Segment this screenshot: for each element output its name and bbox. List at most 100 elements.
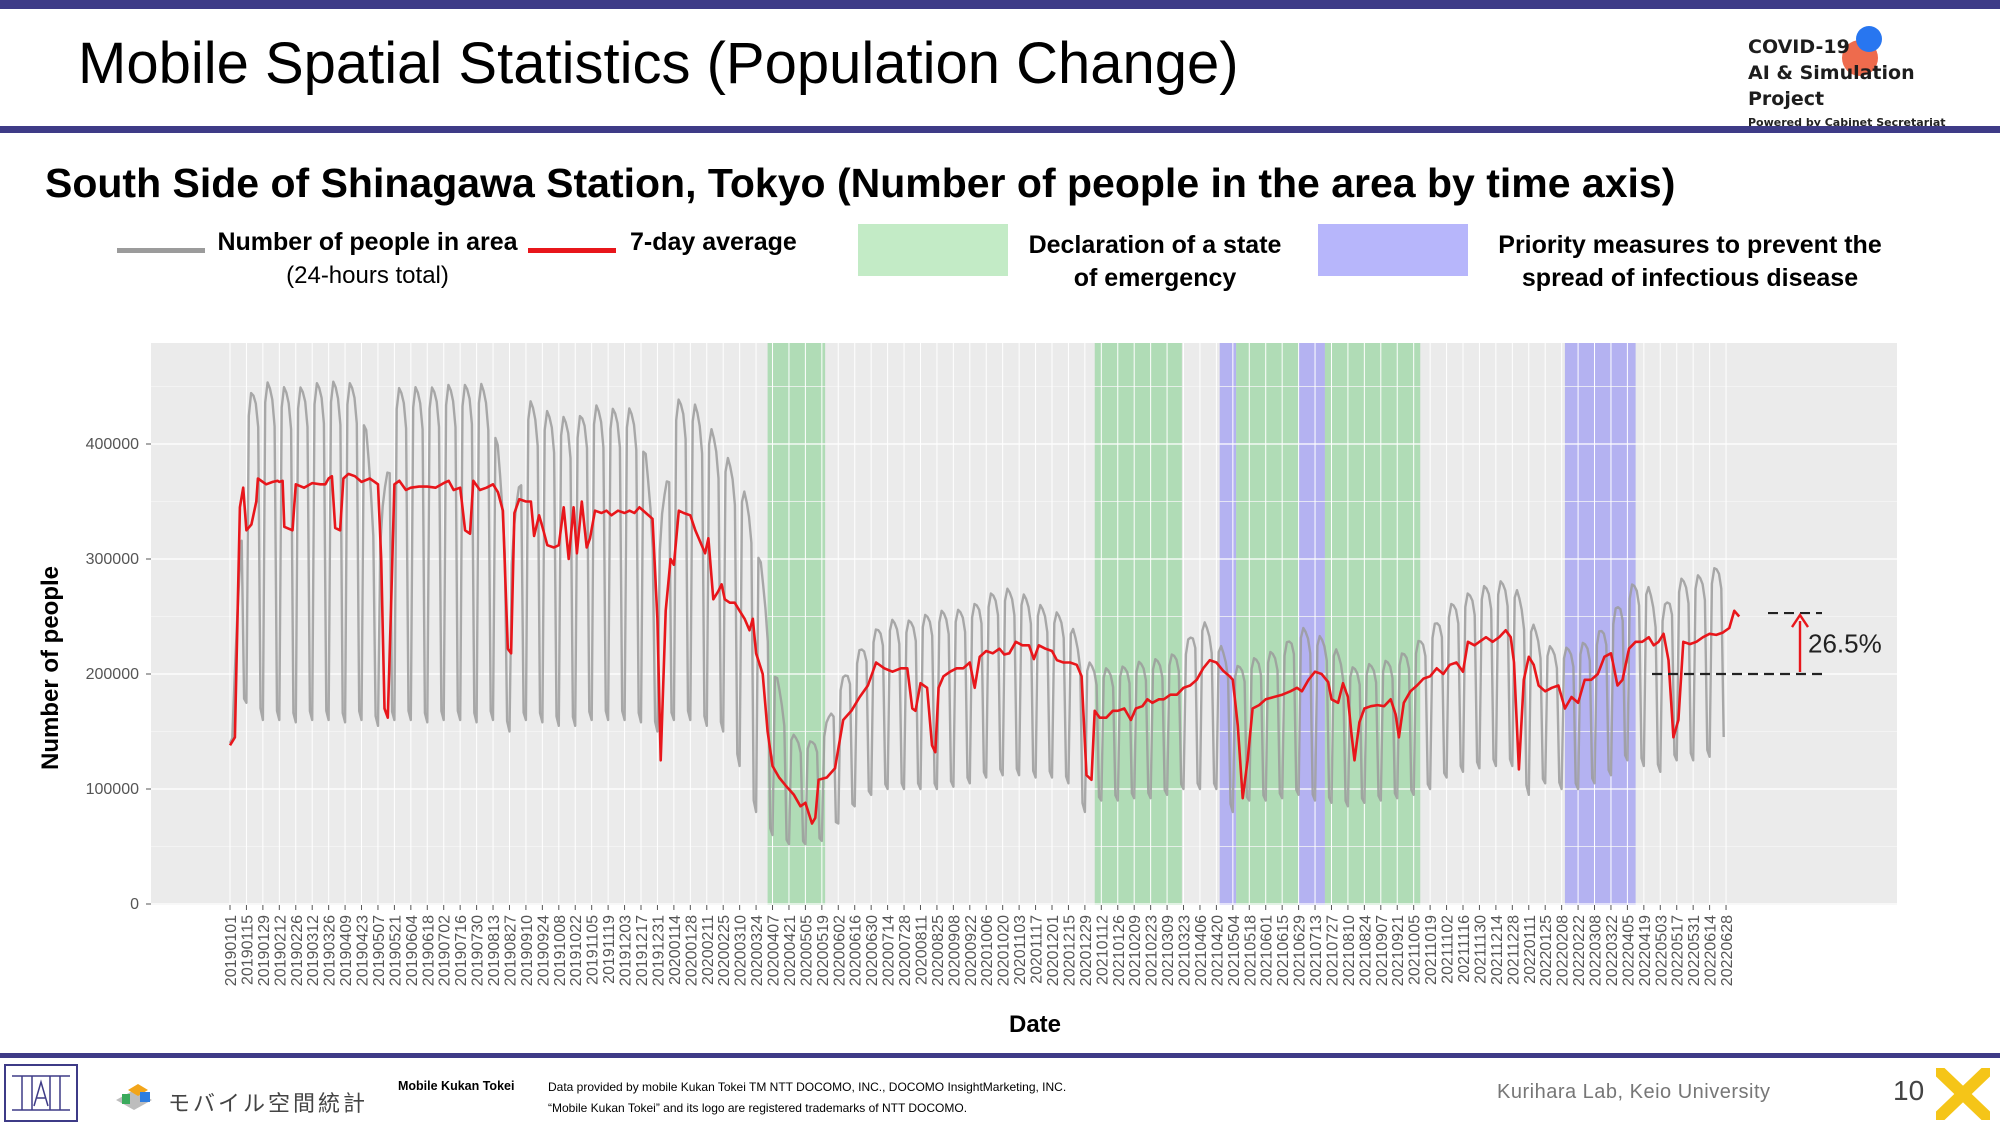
x-tick-label: 20190827 [502, 915, 519, 986]
legend-daily-text: Number of people in area [217, 228, 518, 256]
covid-project-logo: COVID-19 AI & Simulation Project Powered… [1748, 26, 1988, 129]
x-tick-label: 20210406 [1193, 915, 1210, 986]
x-tick-label: 20190618 [420, 915, 437, 986]
header-divider [0, 126, 2000, 133]
x-tick-label: 20220419 [1637, 915, 1654, 986]
x-tick-label: 20200310 [733, 915, 750, 986]
annotation-arrow-head [1791, 612, 1809, 628]
logo-line3: Powered by Cabinet Secretariat [1748, 116, 1946, 129]
x-tick-label: 20201215 [1061, 915, 1078, 986]
x-tick-label: 20210810 [1341, 915, 1358, 986]
x-tick-label: 20220628 [1719, 915, 1736, 986]
x-tick-label: 20190702 [437, 915, 454, 986]
x-tick-label: 20191203 [618, 915, 635, 986]
annotation: 26.5% [1652, 611, 1882, 676]
x-tick-label: 20200407 [766, 915, 783, 986]
x-tick-label: 20190326 [322, 915, 339, 986]
legend-priority-swatch [1318, 224, 1468, 276]
population-chart: 0 100000 200000 300000 400000 20190101 2019011… [37, 343, 1897, 1038]
x-tick-label: 20201201 [1045, 915, 1062, 986]
x-tick-label: 20220222 [1571, 915, 1588, 986]
daily-line [228, 380, 1725, 846]
x-tick-label: 20190716 [453, 915, 470, 986]
chart-subtitle: South Side of Shinagawa Station, Tokyo (… [45, 160, 1676, 206]
x-tick-label: 20190423 [355, 915, 372, 986]
axes: 0 100000 200000 300000 400000 20190101 2019011… [86, 436, 1736, 986]
x-tick-label: 20200616 [848, 915, 865, 986]
x-tick-label: 20210112 [1094, 915, 1111, 985]
page-number: 10 [1893, 1075, 1925, 1106]
x-tick-label: 20190212 [272, 915, 289, 986]
avg-series [228, 472, 1741, 825]
footer-brand: Mobile Kukan Tokei [398, 1079, 515, 1093]
legend-daily-label: Number of people in area (24-hours total… [205, 226, 530, 292]
x-tick-label: 20200324 [749, 915, 766, 986]
x-tick-label: 20190604 [404, 915, 421, 986]
x-tick-label: 20220405 [1620, 915, 1637, 986]
cube-logo-icon [116, 1084, 152, 1110]
daily-series [228, 380, 1725, 846]
y-tick-label: 200000 [86, 666, 139, 683]
legend-emergency-line1: Declaration of a state [1028, 231, 1282, 259]
x-tick-label: 20190924 [535, 915, 552, 986]
y-tick-label: 400000 [86, 436, 139, 453]
x-tick-label: 20190312 [305, 915, 322, 986]
x-tick-label: 20210504 [1226, 915, 1243, 986]
y-tick-label: 0 [130, 896, 139, 913]
x-tick-label: 20220125 [1538, 915, 1555, 986]
x-tick-label: 20210727 [1324, 915, 1341, 986]
x-tick-label: 20220614 [1703, 915, 1720, 986]
x-tick-label: 20190115 [239, 915, 256, 985]
y-tick-label: 300000 [86, 551, 139, 568]
x-tick-label: 20200211 [700, 915, 717, 985]
x-tick-label: 20220322 [1604, 915, 1621, 986]
x-tick-label: 20210223 [1144, 915, 1161, 986]
footer-lab: Kurihara Lab, Keio University [1497, 1081, 1771, 1103]
logo-jp-text: モバイル空間統計 [168, 1092, 369, 1117]
x-tick-label: 20200714 [881, 915, 898, 986]
x-tick-label: 20220111 [1522, 915, 1539, 984]
legend-emergency-label: Declaration of a state of emergency [1010, 229, 1300, 295]
x-tick-label: 20190521 [387, 915, 404, 986]
x-tick-label: 20210209 [1127, 915, 1144, 986]
legend-priority-line1: Priority measures to prevent the [1498, 231, 1882, 259]
x-tick-label: 20190730 [470, 915, 487, 986]
x-tick-label: 20191119 [601, 915, 618, 984]
legend-daily-swatch [117, 248, 205, 253]
x-tick-label: 20210921 [1390, 915, 1407, 986]
x-tick-label: 20191231 [650, 915, 667, 986]
top-accent-bar [0, 0, 2000, 9]
x-mark-logo [1934, 1066, 1992, 1125]
x-tick-label: 20201103 [1012, 915, 1029, 985]
x-tick-label: 20201020 [996, 915, 1013, 986]
x-tick-label: 20200421 [782, 915, 799, 986]
legend-priority-label: Priority measures to prevent the spread … [1470, 229, 1910, 295]
shaded-period-emergency [1094, 343, 1182, 905]
x-tick-label: 20220208 [1555, 915, 1572, 986]
x-tick-label: 20210126 [1111, 915, 1128, 986]
x-tick-label: 20200505 [798, 915, 815, 986]
x-tick-label: 20211116 [1456, 915, 1473, 983]
x-tick-label: 20200630 [864, 915, 881, 986]
x-tick-label: 20191008 [552, 915, 569, 986]
x-tick-label: 20210629 [1292, 915, 1309, 986]
x-tick-label: 20200128 [683, 915, 700, 986]
x-logo-icon [1934, 1066, 1992, 1122]
logo-line2: AI & Simulation Project [1748, 62, 1915, 110]
x-tick-label: 20211228 [1505, 915, 1522, 985]
x-tick-label: 20211102 [1440, 915, 1457, 984]
x-tick-label: 20200114 [667, 915, 684, 985]
x-tick-label: 20210518 [1242, 915, 1259, 986]
shaded-period-emergency [1236, 343, 1299, 905]
shaded-period-emergency [1324, 343, 1421, 905]
x-tick-label: 20211005 [1407, 915, 1424, 985]
keio-ai-logo [4, 1064, 78, 1122]
x-tick-label: 20200225 [716, 915, 733, 986]
x-tick-label: 20200602 [831, 915, 848, 986]
avg-line [228, 472, 1741, 825]
x-tick-label: 20200825 [930, 915, 947, 986]
x-tick-label: 20200908 [946, 915, 963, 986]
x-tick-label: 20191022 [568, 915, 585, 986]
ai-lab-icon [12, 1075, 70, 1111]
x-tick-label: 20210713 [1308, 915, 1325, 986]
